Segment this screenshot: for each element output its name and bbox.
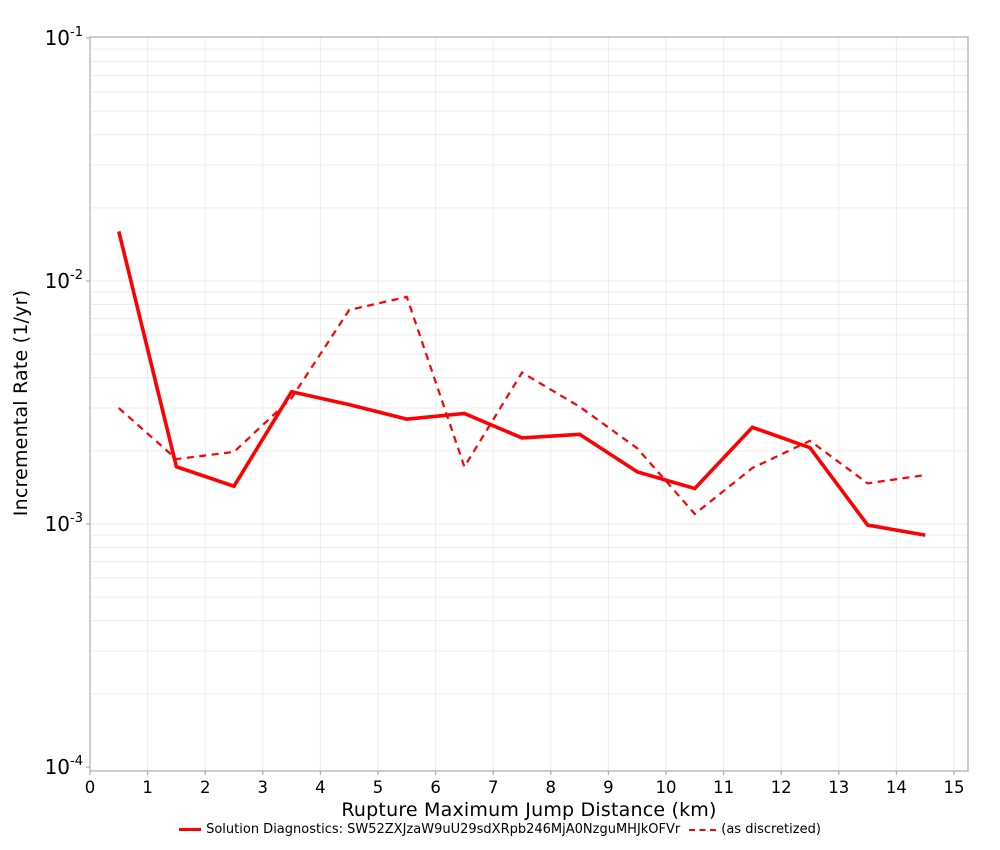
x-tick-label: 13 bbox=[828, 778, 849, 797]
x-tick-label: 3 bbox=[258, 778, 269, 797]
x-tick-label: 7 bbox=[488, 778, 499, 797]
plot-frame bbox=[89, 36, 969, 772]
solid-line-swatch bbox=[179, 828, 202, 831]
y-tick-label: 10-1 bbox=[45, 25, 83, 50]
x-tick-label: 2 bbox=[200, 778, 211, 797]
tick-marks bbox=[86, 37, 955, 775]
y-tick-label: 10-4 bbox=[45, 754, 83, 779]
legend-label-discretized: (as discretized) bbox=[721, 822, 821, 837]
y-axis-title: Incremental Rate (1/yr) bbox=[10, 289, 32, 517]
x-tick-label: 8 bbox=[546, 778, 557, 797]
dashed-line-swatch bbox=[689, 828, 717, 831]
series-solid-line bbox=[117, 230, 926, 537]
x-tick-label: 15 bbox=[944, 778, 965, 797]
legend: Solution Diagnostics: SW52ZXJzaW9uU29sdX… bbox=[0, 822, 1000, 837]
x-tick-label: 4 bbox=[315, 778, 326, 797]
x-axis-title: Rupture Maximum Jump Distance (km) bbox=[341, 799, 717, 821]
y-tick-label: 10-3 bbox=[45, 511, 83, 536]
x-tick-label: 11 bbox=[713, 778, 734, 797]
x-tick-label: 14 bbox=[886, 778, 907, 797]
x-tick-label: 12 bbox=[771, 778, 792, 797]
x-tick-label: 9 bbox=[603, 778, 614, 797]
x-tick-label: 0 bbox=[85, 778, 96, 797]
x-tick-label: 10 bbox=[656, 778, 677, 797]
x-tick-label: 5 bbox=[373, 778, 384, 797]
legend-label-solution: Solution Diagnostics: SW52ZXJzaW9uU29sdX… bbox=[206, 822, 681, 837]
y-tick-label: 10-2 bbox=[45, 268, 83, 293]
x-tick-label: 6 bbox=[430, 778, 441, 797]
x-tick-label: 1 bbox=[142, 778, 153, 797]
gridlines bbox=[90, 37, 968, 771]
series-dashed-line bbox=[118, 295, 926, 516]
